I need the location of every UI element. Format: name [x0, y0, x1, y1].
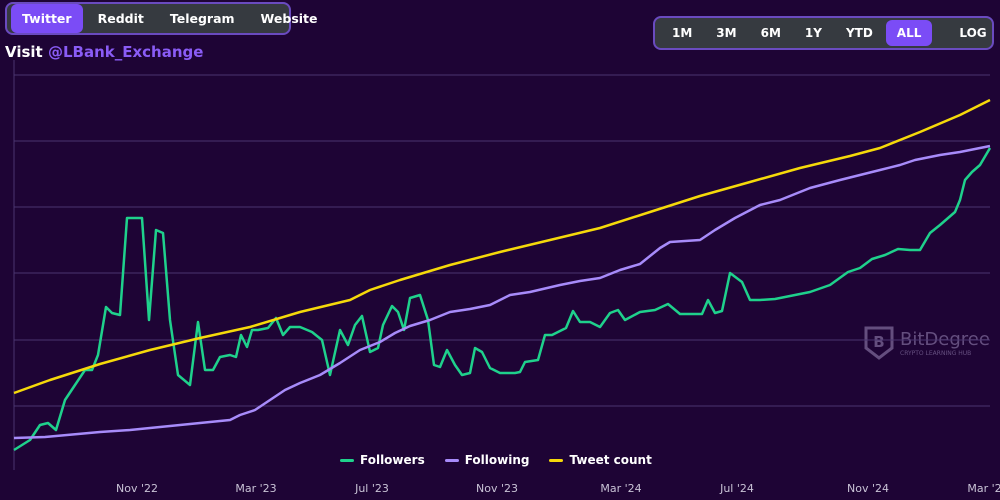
followers-swatch: [340, 458, 354, 462]
tab-website[interactable]: Website: [260, 11, 318, 26]
range-6m[interactable]: 6M: [760, 26, 781, 40]
legend-following[interactable]: Following: [444, 453, 530, 467]
tweet-count-swatch: [549, 458, 564, 462]
legend-followers[interactable]: Followers: [340, 453, 425, 467]
shield-logo-icon: B: [864, 326, 894, 360]
x-tick-label: Mar '25: [967, 482, 1000, 495]
x-tick-label: Nov '24: [847, 482, 889, 495]
legend-label: Following: [464, 453, 530, 467]
series-line-following: [13, 144, 991, 440]
series-line-tweet-count: [13, 98, 991, 395]
visit-prefix: Visit: [5, 43, 43, 61]
range-3m[interactable]: 3M: [716, 26, 737, 40]
range-all[interactable]: ALL: [885, 20, 933, 46]
following-swatch: [444, 458, 459, 462]
tab-telegram[interactable]: Telegram: [169, 11, 235, 26]
visit-line: Visit @LBank_Exchange: [5, 43, 203, 61]
x-tick-label: Jul '23: [354, 482, 389, 495]
range-ytd[interactable]: YTD: [845, 26, 873, 40]
handle-link[interactable]: @LBank_Exchange: [47, 43, 204, 61]
series-line-followers: [13, 147, 992, 452]
source-tabs: Twitter Reddit Telegram Website: [5, 2, 318, 35]
x-tick-label: Jul '24: [719, 482, 754, 495]
range-1m[interactable]: 1M: [672, 26, 693, 40]
watermark-tagline: CRYPTO LEARNING HUB: [900, 350, 972, 357]
svg-text:B: B: [873, 333, 884, 351]
x-tick-label: Mar '23: [235, 482, 276, 495]
log-toggle[interactable]: LOG: [959, 26, 987, 40]
range-1y[interactable]: 1Y: [804, 26, 822, 40]
x-tick-label: Mar '24: [600, 482, 641, 495]
range-selector: 1M 3M 6M 1Y YTD ALL LOG: [653, 16, 994, 50]
legend-label: Followers: [360, 453, 425, 467]
legend-tweet-count[interactable]: Tweet count: [549, 453, 652, 467]
tab-twitter[interactable]: Twitter: [11, 4, 83, 33]
legend-label: Tweet count: [569, 453, 652, 467]
x-tick-label: Nov '23: [476, 482, 518, 495]
tab-reddit[interactable]: Reddit: [97, 11, 144, 26]
legend: Followers Following Tweet count: [340, 453, 652, 467]
x-tick-label: Nov '22: [116, 482, 158, 495]
